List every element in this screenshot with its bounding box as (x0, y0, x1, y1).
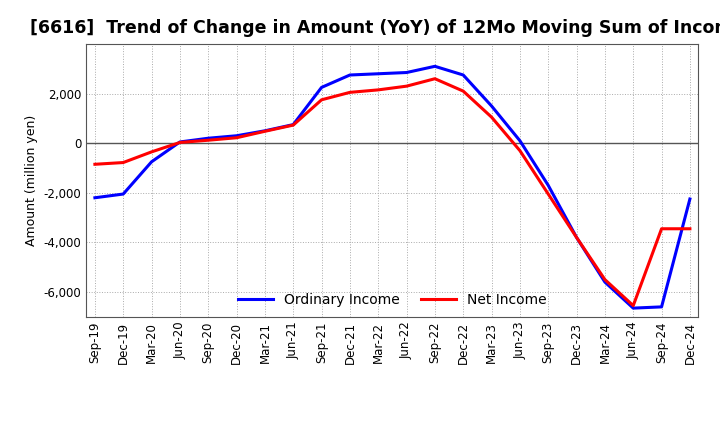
Net Income (459, 88, 467, 94)
Ordinary Income (685, 196, 694, 202)
Net Income (600, 277, 609, 282)
Ordinary Income (487, 103, 496, 109)
Net Income (572, 235, 581, 240)
Net Income (119, 160, 127, 165)
Net Income (431, 76, 439, 81)
Ordinary Income (119, 191, 127, 197)
Ordinary Income (516, 138, 524, 143)
Ordinary Income (459, 72, 467, 77)
Net Income (657, 226, 666, 231)
Y-axis label: Amount (million yen): Amount (million yen) (25, 115, 38, 246)
Net Income (233, 135, 241, 140)
Ordinary Income (261, 128, 269, 133)
Ordinary Income (318, 85, 326, 90)
Ordinary Income (657, 304, 666, 309)
Net Income (148, 149, 156, 154)
Ordinary Income (402, 70, 411, 75)
Line: Net Income: Net Income (95, 79, 690, 306)
Ordinary Income (572, 235, 581, 240)
Legend: Ordinary Income, Net Income: Ordinary Income, Net Income (233, 287, 552, 312)
Ordinary Income (544, 183, 552, 188)
Ordinary Income (600, 279, 609, 285)
Net Income (544, 191, 552, 197)
Net Income (176, 140, 184, 145)
Ordinary Income (431, 64, 439, 69)
Ordinary Income (374, 71, 382, 77)
Net Income (487, 114, 496, 120)
Net Income (629, 303, 637, 308)
Net Income (374, 87, 382, 92)
Ordinary Income (233, 133, 241, 139)
Net Income (402, 84, 411, 89)
Ordinary Income (148, 159, 156, 165)
Net Income (204, 138, 212, 143)
Net Income (261, 128, 269, 134)
Ordinary Income (629, 305, 637, 311)
Ordinary Income (176, 139, 184, 145)
Line: Ordinary Income: Ordinary Income (95, 66, 690, 308)
Ordinary Income (204, 136, 212, 141)
Net Income (318, 97, 326, 103)
Net Income (346, 90, 354, 95)
Ordinary Income (346, 72, 354, 77)
Net Income (91, 161, 99, 167)
Ordinary Income (91, 195, 99, 200)
Ordinary Income (289, 122, 297, 127)
Net Income (685, 226, 694, 231)
Net Income (289, 122, 297, 128)
Net Income (516, 148, 524, 153)
Title: [6616]  Trend of Change in Amount (YoY) of 12Mo Moving Sum of Incomes: [6616] Trend of Change in Amount (YoY) o… (30, 19, 720, 37)
